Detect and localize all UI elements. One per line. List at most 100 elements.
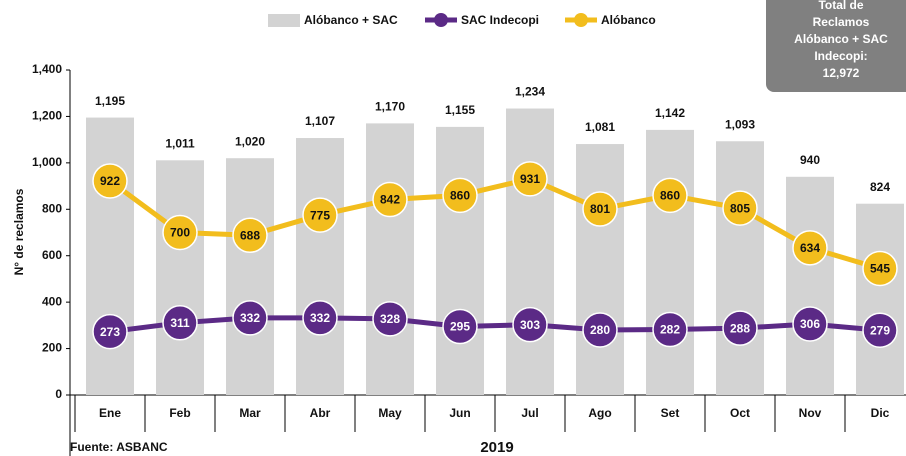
y-tick-label: 0 — [55, 387, 62, 401]
legend-label: SAC Indecopi — [461, 13, 539, 27]
point-value-label: 922 — [100, 174, 120, 188]
point-value-label: 311 — [170, 316, 190, 330]
bar — [576, 144, 624, 395]
bar — [786, 176, 834, 395]
point-value-label: 860 — [660, 189, 680, 203]
y-tick-label: 600 — [42, 248, 62, 262]
x-tick-label: Ago — [588, 406, 611, 420]
point — [862, 312, 898, 348]
x-tick-label: Abr — [310, 406, 331, 420]
bar-value-label: 1,170 — [375, 100, 405, 114]
bar — [646, 129, 694, 395]
point — [652, 311, 688, 348]
y-axis-title: N° de reclamos — [12, 188, 26, 275]
point — [442, 308, 478, 345]
point-value-label: 700 — [170, 226, 190, 240]
x-axis-title: 2019 — [480, 439, 513, 456]
point — [792, 306, 828, 342]
bar — [436, 126, 484, 395]
point-value-label: 279 — [870, 323, 890, 337]
bar — [156, 160, 204, 395]
bar-value-label: 1,155 — [445, 103, 475, 117]
legend-swatch — [268, 14, 300, 27]
bar-value-label: 824 — [870, 180, 890, 194]
y-tick-label: 1,400 — [32, 62, 62, 76]
point-value-label: 931 — [520, 172, 540, 186]
x-tick-label: Mar — [239, 406, 261, 420]
bar-value-label: 1,081 — [585, 120, 615, 134]
point — [162, 214, 198, 251]
point — [92, 313, 128, 350]
bar-value-label: 1,011 — [165, 136, 195, 150]
bar — [506, 108, 554, 396]
bar — [366, 123, 414, 396]
bar-value-label: 1,093 — [725, 117, 755, 131]
x-tick-label: Feb — [169, 406, 190, 420]
point-value-label: 688 — [240, 228, 260, 242]
point — [302, 197, 338, 233]
point — [442, 177, 478, 214]
x-tick-label: Set — [661, 406, 680, 420]
point-value-label: 332 — [310, 311, 330, 325]
bar — [86, 117, 134, 395]
point-value-label: 860 — [450, 189, 470, 203]
x-tick-label: Jul — [521, 406, 538, 420]
bar-value-label: 1,107 — [305, 114, 335, 128]
point-value-label: 805 — [730, 201, 750, 215]
point — [862, 250, 898, 287]
point-value-label: 328 — [380, 312, 400, 326]
x-tick-label: Jun — [449, 406, 470, 420]
x-tick-label: Dic — [871, 406, 890, 420]
annotation-text: 12,972 — [823, 66, 860, 80]
point — [582, 312, 618, 348]
annotation-text: Alóbanco + SAC — [794, 32, 888, 46]
point-value-label: 775 — [310, 208, 330, 222]
point-value-label: 634 — [800, 241, 820, 255]
point — [652, 177, 688, 214]
legend-swatch — [434, 13, 448, 27]
point — [162, 305, 198, 341]
y-tick-label: 1,000 — [32, 155, 62, 169]
point-value-label: 273 — [100, 325, 120, 339]
point-value-label: 282 — [660, 323, 680, 337]
point-value-label: 842 — [380, 193, 400, 207]
y-tick-label: 1,200 — [32, 109, 62, 123]
point — [372, 181, 408, 218]
point-value-label: 295 — [450, 320, 470, 334]
bar — [226, 158, 274, 395]
bar-value-label: 940 — [800, 153, 820, 167]
point — [582, 191, 618, 227]
annotation-text: Reclamos — [813, 15, 870, 29]
y-tick-label: 200 — [42, 341, 62, 355]
point — [302, 300, 338, 336]
source: Fuente: ASBANC — [70, 440, 168, 454]
point — [512, 306, 548, 343]
x-tick-label: May — [378, 406, 402, 420]
annotation-text: Total de — [818, 0, 863, 12]
x-tick-label: Oct — [730, 406, 750, 420]
annotation-box — [766, 0, 906, 92]
x-tick-label: Nov — [799, 406, 822, 420]
point — [372, 301, 408, 337]
point — [792, 230, 828, 266]
bar — [296, 138, 344, 395]
point — [92, 163, 128, 199]
legend-label: Alóbanco + SAC — [304, 13, 398, 27]
point — [232, 300, 268, 336]
point — [722, 190, 758, 226]
point-value-label: 801 — [590, 202, 610, 216]
point-value-label: 288 — [730, 321, 750, 335]
annotation-text: Indecopi: — [814, 49, 867, 63]
bar — [716, 141, 764, 395]
point-value-label: 303 — [520, 318, 540, 332]
bar-value-label: 1,195 — [95, 94, 125, 108]
point — [512, 161, 548, 197]
bar-value-label: 1,020 — [235, 134, 265, 148]
point-value-label: 332 — [240, 311, 260, 325]
point-value-label: 545 — [870, 262, 890, 276]
line — [109, 315, 881, 335]
line — [108, 176, 881, 271]
point-value-label: 306 — [800, 317, 820, 331]
y-tick-label: 400 — [42, 294, 62, 308]
